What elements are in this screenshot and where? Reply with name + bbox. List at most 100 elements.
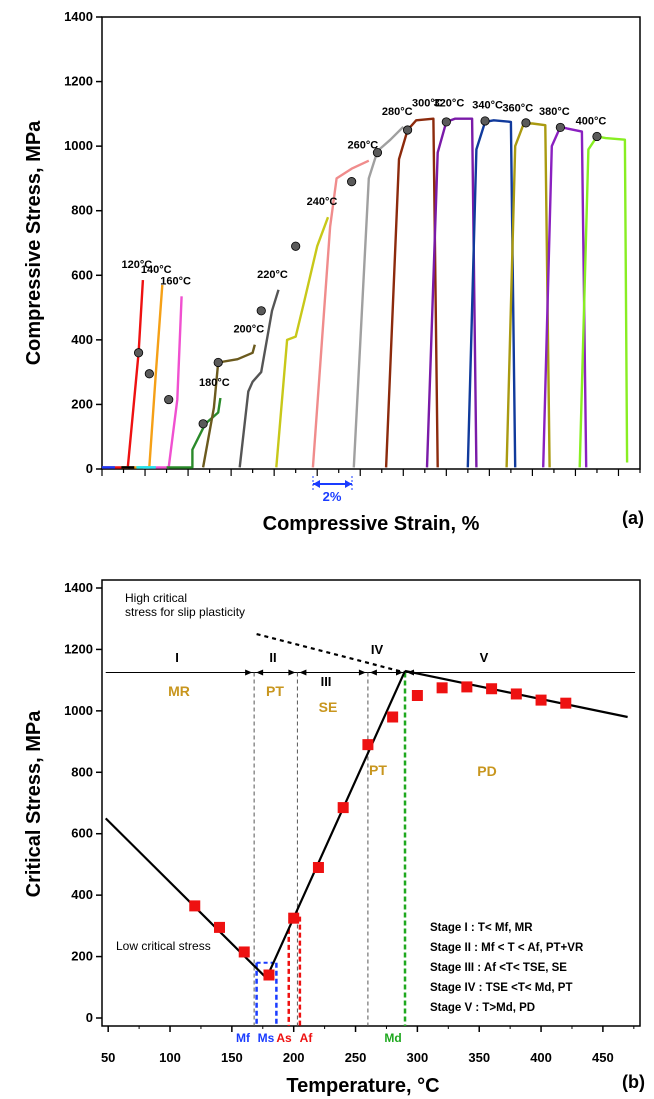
x-tick-label: 450 bbox=[592, 1050, 614, 1065]
y-tick-label: 1400 bbox=[64, 580, 93, 595]
legend-stage-2: Stage II : Mf < T < Af, PT+VR bbox=[430, 942, 584, 954]
curve-label: 380°C bbox=[539, 106, 570, 118]
temp-As: As bbox=[276, 1031, 292, 1045]
fit-line-2 bbox=[265, 670, 407, 979]
low-stress-note: Low critical stress bbox=[116, 939, 211, 953]
data-point bbox=[238, 946, 250, 958]
y-tick-label: 1200 bbox=[64, 74, 93, 89]
curve-180C bbox=[166, 397, 222, 469]
curve-label: 160°C bbox=[160, 275, 191, 287]
slip-note-line1: High critical bbox=[125, 591, 187, 605]
marker-180C bbox=[198, 419, 208, 429]
curve-label: 280°C bbox=[382, 106, 413, 118]
panel-b-fit-lines bbox=[104, 669, 628, 979]
regime-PD: PD bbox=[477, 763, 496, 779]
x-tick-label: 100 bbox=[159, 1050, 181, 1065]
data-point bbox=[312, 862, 324, 873]
marker-320C bbox=[441, 117, 451, 127]
curve-label: 140°C bbox=[141, 264, 172, 276]
data-point bbox=[461, 681, 473, 693]
y-tick-label: 1000 bbox=[64, 138, 93, 153]
data-point bbox=[560, 697, 572, 709]
x-tick-label: 250 bbox=[345, 1050, 367, 1065]
legend-stage-4: Stage IV : TSE <T< Md, PT bbox=[430, 982, 573, 994]
panel-a-x-axis bbox=[101, 469, 641, 476]
curve-300C bbox=[384, 117, 439, 468]
regime-MR: MR bbox=[168, 683, 190, 699]
data-point bbox=[189, 900, 201, 912]
data-point bbox=[411, 690, 423, 701]
y-tick-label: 1000 bbox=[64, 703, 93, 718]
data-point bbox=[486, 683, 498, 695]
panel-b-x-label: Temperature, °C bbox=[286, 1075, 439, 1097]
curve-240C bbox=[275, 216, 330, 468]
scale-bar-label: 2% bbox=[323, 489, 342, 504]
marker-300C bbox=[402, 125, 413, 135]
legend-stage-5: Stage V : T>Md, PD bbox=[430, 1002, 535, 1014]
curve-label: 200°C bbox=[233, 324, 264, 336]
marker-240C bbox=[291, 241, 301, 251]
stage-arrow-right bbox=[358, 669, 366, 676]
curve-label: 120°C bbox=[122, 259, 153, 271]
temp-Md: Md bbox=[384, 1031, 401, 1045]
panel-a-y-axis: 0 200 400 600 800 1000 1200 1400 bbox=[64, 9, 102, 476]
curve-label: 220°C bbox=[257, 269, 288, 281]
y-tick-label: 600 bbox=[71, 826, 93, 841]
curve-label: 360°C bbox=[502, 103, 533, 115]
x-tick-label: 300 bbox=[407, 1050, 429, 1065]
legend-stage-1: Stage I : T< Mf, MR bbox=[430, 922, 533, 934]
marker-280C bbox=[372, 148, 383, 158]
y-tick-label: 0 bbox=[86, 461, 93, 476]
marker-200C bbox=[213, 357, 223, 368]
plot-b-frame bbox=[101, 579, 641, 1027]
stage-arrow-right bbox=[288, 669, 296, 676]
regime-PT-2: PT bbox=[369, 762, 387, 778]
y-tick-label: 400 bbox=[71, 887, 93, 902]
data-point bbox=[535, 694, 547, 706]
data-point bbox=[387, 711, 399, 723]
panel-a-series bbox=[102, 116, 629, 469]
curve-label: 180°C bbox=[199, 377, 230, 389]
curve-label: 240°C bbox=[307, 196, 338, 208]
regime-SE: SE bbox=[319, 699, 338, 715]
y-tick-label: 200 bbox=[71, 396, 93, 411]
panel-b-x-axis: 50 100 150 200 250 300 350 400 450 bbox=[101, 1026, 635, 1065]
marker-340C bbox=[480, 116, 490, 126]
panel-a-x-label: Compressive Strain, % bbox=[263, 513, 480, 535]
temp-Mf: Mf bbox=[236, 1031, 251, 1045]
stage-III: III bbox=[321, 674, 332, 689]
x-tick-label: 400 bbox=[530, 1050, 552, 1065]
curve-label: 260°C bbox=[347, 140, 378, 152]
curve-label: 300°C bbox=[412, 98, 443, 110]
y-tick-label: 800 bbox=[71, 203, 93, 218]
stage-IV: IV bbox=[371, 642, 384, 657]
data-point bbox=[436, 682, 448, 694]
curve-400C bbox=[578, 135, 629, 468]
slip-note-line2: stress for slip plasticity bbox=[125, 605, 245, 619]
x-tick-label: 150 bbox=[221, 1050, 243, 1065]
regime-PT-1: PT bbox=[266, 683, 284, 699]
plot-a-frame bbox=[101, 16, 641, 470]
panel-b-label: (b) bbox=[622, 1072, 645, 1092]
panel-a-label: (a) bbox=[622, 508, 644, 528]
x-tick-label: 50 bbox=[101, 1050, 115, 1065]
y-tick-label: 1200 bbox=[64, 641, 93, 656]
marker-400C bbox=[592, 131, 602, 142]
panel-a-y-label: Compressive Stress, MPa bbox=[23, 120, 45, 365]
curve-label: 340°C bbox=[472, 99, 503, 111]
marker-360C bbox=[521, 118, 531, 128]
curve-label: 400°C bbox=[576, 115, 607, 127]
panel-b: 0 200 400 600 800 1000 1200 1400 50 100 150 200 250… bbox=[23, 579, 645, 1097]
curve-160C bbox=[142, 296, 183, 469]
stage-II: II bbox=[269, 650, 276, 665]
data-point bbox=[337, 802, 349, 814]
data-point bbox=[362, 739, 374, 751]
slip-plasticity-line bbox=[256, 633, 406, 674]
panel-b-y-label: Critical Stress, MPa bbox=[23, 710, 45, 898]
panel-b-annotations: High critical stress for slip plasticity… bbox=[116, 591, 584, 1045]
curve-280C bbox=[352, 125, 405, 468]
data-point bbox=[288, 912, 300, 924]
stage-arrow-left bbox=[369, 669, 377, 676]
y-tick-label: 600 bbox=[71, 267, 93, 282]
panel-b-guides bbox=[105, 633, 636, 1026]
